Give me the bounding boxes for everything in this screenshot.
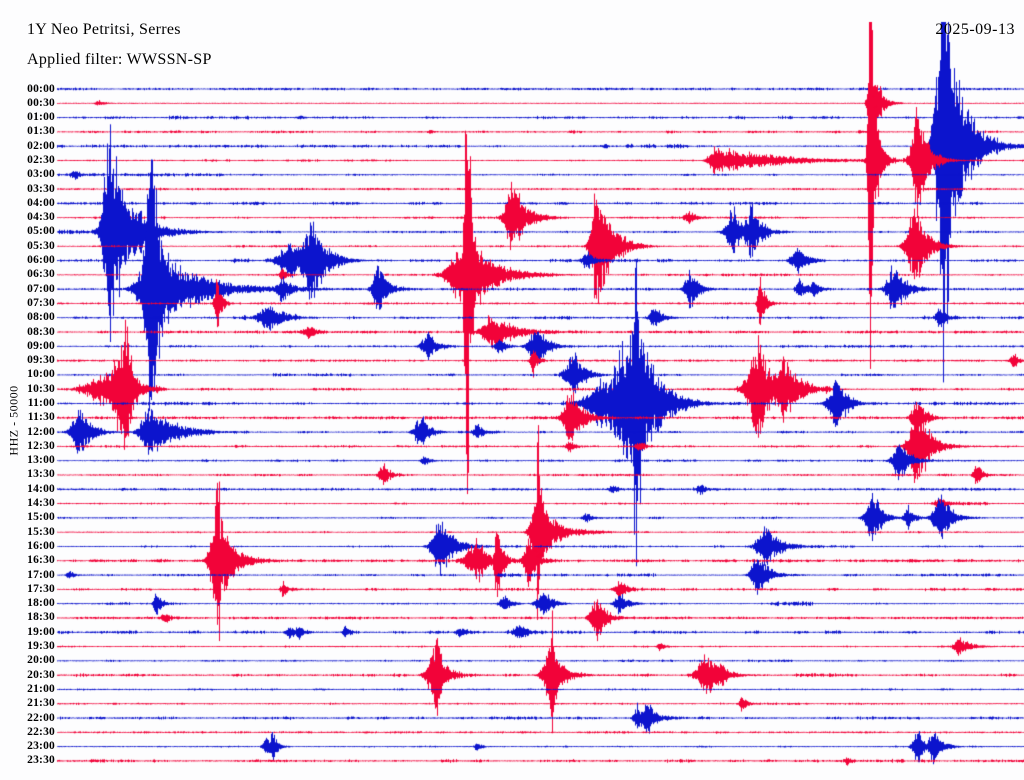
time-label: 19:00	[27, 625, 55, 638]
time-label: 20:30	[27, 668, 55, 681]
time-label: 06:00	[27, 254, 55, 267]
time-label: 18:30	[27, 611, 55, 624]
time-label: 05:30	[27, 239, 55, 252]
time-label: 05:00	[27, 225, 55, 238]
time-label: 19:30	[27, 640, 55, 653]
time-label: 02:00	[27, 139, 55, 152]
applied-filter-label: Applied filter: WWSSN-SP	[27, 51, 212, 68]
time-label: 12:30	[27, 439, 55, 452]
date-label: 2025-09-13	[935, 21, 1015, 38]
time-label: 03:30	[27, 182, 55, 195]
time-label: 22:00	[27, 711, 55, 724]
time-label: 17:00	[27, 568, 55, 581]
time-label: 15:00	[27, 511, 55, 524]
time-label: 14:30	[27, 497, 55, 510]
time-label: 07:30	[27, 296, 55, 309]
time-label: 15:30	[27, 525, 55, 538]
time-label: 02:30	[27, 153, 55, 166]
time-label: 09:30	[27, 354, 55, 367]
time-label: 23:00	[27, 740, 55, 753]
time-label: 00:00	[27, 82, 55, 95]
station-title: 1Y Neo Petritsi, Serres	[27, 21, 181, 38]
time-label: 21:00	[27, 682, 55, 695]
time-label: 00:30	[27, 96, 55, 109]
time-label: 16:30	[27, 554, 55, 567]
time-label: 10:00	[27, 368, 55, 381]
time-label: 08:00	[27, 311, 55, 324]
time-label: 21:30	[27, 697, 55, 710]
time-label: 20:00	[27, 654, 55, 667]
time-label: 03:00	[27, 168, 55, 181]
time-label: 13:00	[27, 454, 55, 467]
time-label: 07:00	[27, 282, 55, 295]
time-label: 14:00	[27, 482, 55, 495]
time-label: 01:30	[27, 125, 55, 138]
time-label: 13:30	[27, 468, 55, 481]
time-label: 04:00	[27, 196, 55, 209]
time-labels-column: 00:00 00:30 01:00 01:30 02:00 02:30 03:00 03:30…	[0, 0, 55, 780]
time-label: 11:00	[27, 397, 55, 409]
time-label: 04:30	[27, 211, 55, 224]
time-label: 01:00	[27, 111, 55, 124]
time-label: 22:30	[27, 725, 55, 738]
time-label: 17:30	[27, 582, 55, 595]
time-label: 06:30	[27, 268, 55, 281]
time-label: 11:30	[27, 411, 55, 424]
time-label: 09:00	[27, 339, 55, 352]
time-label: 23:30	[27, 754, 55, 767]
time-label: 18:00	[27, 597, 55, 610]
time-label: 12:00	[27, 425, 55, 438]
time-label: 16:00	[27, 539, 55, 552]
time-label: 10:30	[27, 382, 55, 395]
time-label: 08:30	[27, 325, 55, 338]
